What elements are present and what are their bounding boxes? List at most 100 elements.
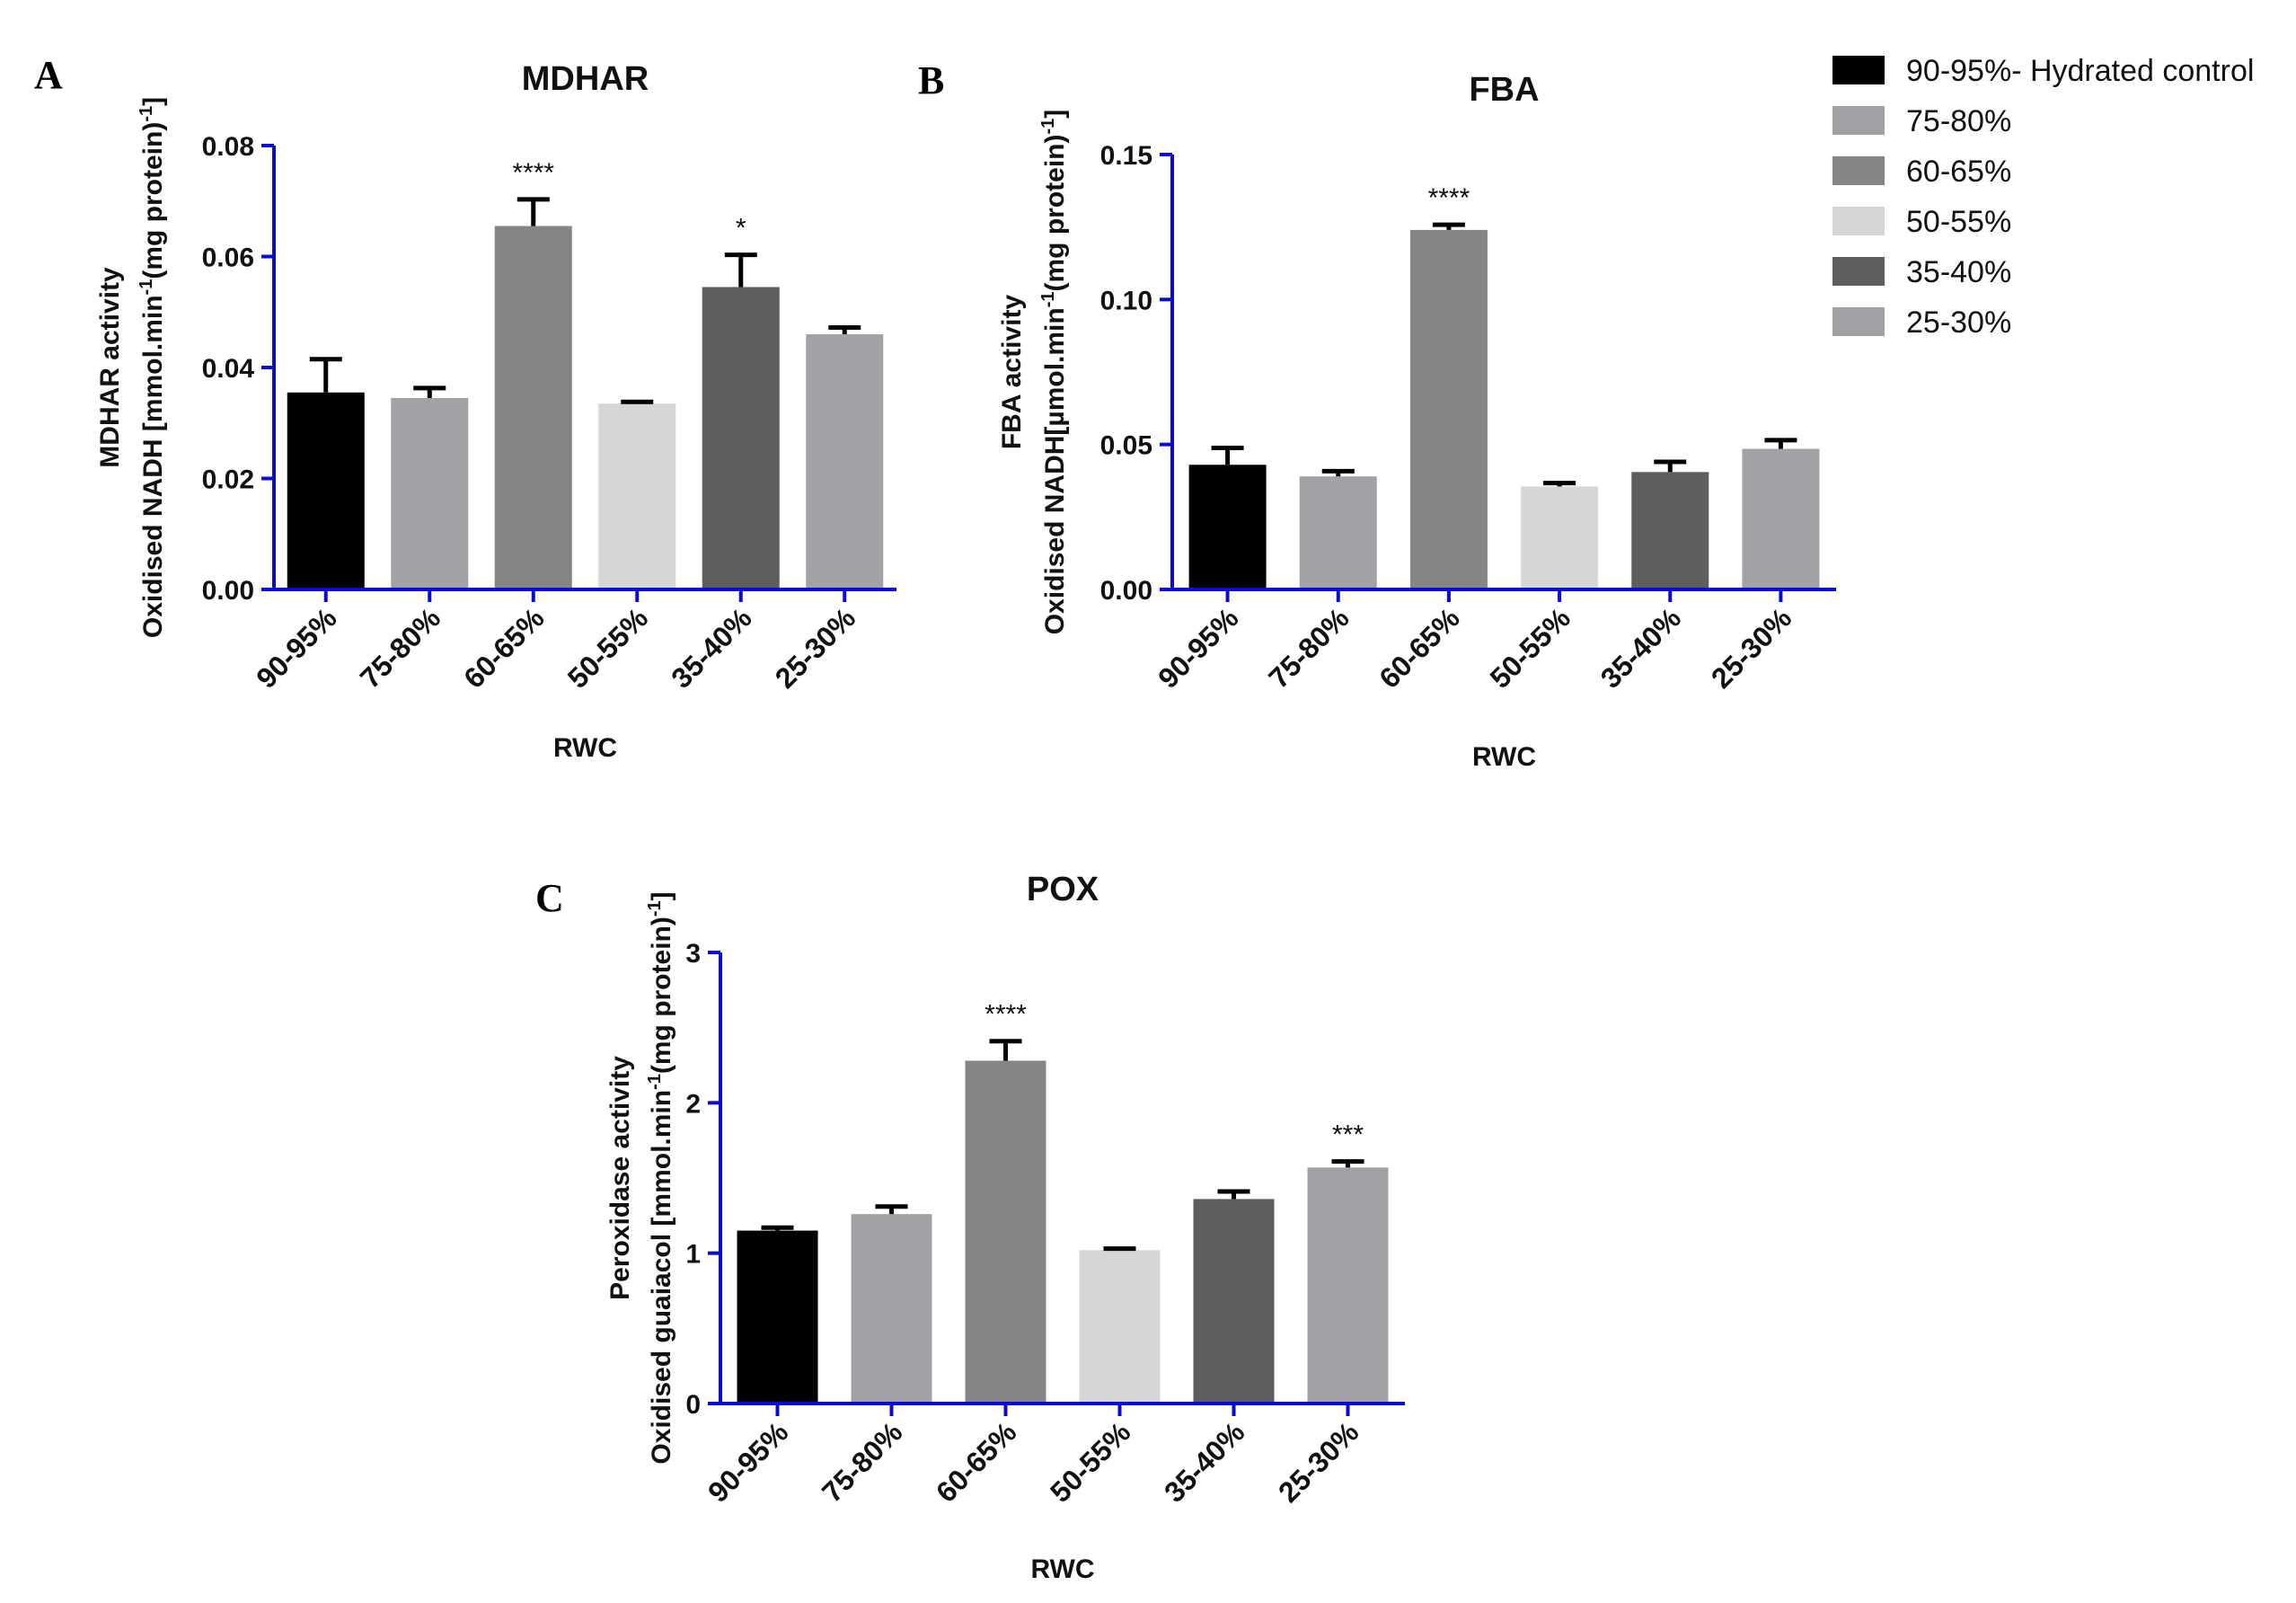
x-tick-label: 90-95%: [250, 601, 342, 694]
y-axis-label-superscript: -1: [1038, 119, 1058, 135]
x-tick-label: 75-80%: [354, 601, 446, 694]
y-tick-label: 1: [685, 1240, 701, 1270]
y-axis-label-part: Oxidised NADH [mmol.min: [138, 295, 168, 638]
legend-label: 50-55%: [1906, 205, 2011, 239]
y-axis-label-part: ]: [1040, 110, 1070, 119]
significance-label: ****: [1428, 183, 1470, 213]
x-axis-label: RWC: [1472, 742, 1536, 772]
y-tick-label: 0.02: [202, 465, 254, 495]
x-tick-label: 50-55%: [1044, 1415, 1136, 1508]
x-tick-label: 90-95%: [1152, 601, 1244, 694]
bar: [598, 403, 676, 589]
chart-title: MDHAR: [522, 60, 649, 98]
x-tick-label: 75-80%: [816, 1415, 908, 1508]
significance-label: ***: [1332, 1120, 1364, 1150]
y-tick-label: 0: [685, 1390, 701, 1420]
y-axis-label-superscript: -1: [645, 1074, 665, 1090]
significance-label: ****: [512, 158, 554, 188]
legend-swatch: [1832, 56, 1885, 84]
x-tick-label: 60-65%: [1373, 601, 1465, 694]
x-tick-label: 25-30%: [769, 601, 861, 694]
x-tick-label: 60-65%: [457, 601, 550, 694]
significance-label: ****: [985, 1000, 1027, 1030]
legend-swatch: [1832, 307, 1885, 336]
bar: [1188, 465, 1267, 589]
legend-label: 60-65%: [1906, 155, 2011, 189]
y-tick-label: 3: [685, 939, 701, 969]
y-tick-label: 0.00: [202, 576, 254, 606]
panel-letter: A: [34, 53, 63, 97]
x-tick-label: 75-80%: [1262, 601, 1355, 694]
bar: [806, 333, 884, 589]
x-tick-label: 35-40%: [665, 601, 757, 694]
y-tick-label: 0.10: [1100, 286, 1152, 315]
bar: [737, 1230, 818, 1404]
bar: [851, 1214, 932, 1404]
y-axis-label-superscript: -1: [1038, 292, 1058, 308]
panel-letter: B: [918, 58, 944, 102]
bar: [965, 1060, 1046, 1404]
y-axis-label-superscript: -1: [645, 900, 665, 917]
x-tick-label: 35-40%: [1594, 601, 1687, 694]
y-tick-label: 0.04: [202, 354, 255, 384]
x-tick-label: 90-95%: [702, 1415, 794, 1508]
bar: [1193, 1199, 1275, 1404]
y-axis-label-line1: Peroxidase activity: [605, 1056, 635, 1300]
x-axis-label: RWC: [1030, 1554, 1094, 1584]
bar: [287, 392, 365, 589]
x-tick-label: 25-30%: [1705, 601, 1797, 694]
legend-swatch: [1832, 106, 1885, 135]
legend-swatch: [1832, 207, 1885, 235]
y-axis-label-part: Oxidised guaiacol [mmol.min: [647, 1090, 676, 1465]
y-axis-label-part: (mg protein): [1040, 135, 1070, 292]
bar: [1307, 1167, 1389, 1404]
legend-swatch: [1832, 156, 1885, 185]
y-tick-label: 0.15: [1100, 141, 1152, 171]
y-tick-label: 0.08: [202, 132, 254, 162]
bar: [1631, 472, 1709, 589]
y-tick-label: 0.06: [202, 244, 254, 273]
y-axis-label-line2: Oxidised guaiacol [mmol.min-1(mg protein…: [645, 891, 676, 1464]
x-tick-label: 50-55%: [1484, 601, 1576, 694]
y-tick-label: 0.00: [1100, 576, 1152, 606]
y-axis-label-part: ]: [138, 97, 168, 106]
bar: [1521, 486, 1599, 589]
bar: [1299, 476, 1377, 589]
x-axis-label: RWC: [553, 733, 617, 763]
y-axis-label-superscript: -1: [137, 279, 156, 296]
bar: [1409, 229, 1488, 590]
bar: [702, 287, 780, 589]
chart-title: FBA: [1469, 71, 1539, 109]
y-axis-label-part: Oxidised NADH[µmol.min: [1040, 307, 1070, 634]
legend-label: 75-80%: [1906, 104, 2011, 138]
legend-label: 25-30%: [1906, 306, 2011, 340]
y-axis-label-part: (mg protein): [138, 122, 168, 279]
y-tick-label: 0.05: [1100, 431, 1152, 461]
y-axis-label-line2: Oxidised NADH[µmol.min-1(mg protein)-1]: [1038, 110, 1070, 635]
panel-letter: C: [535, 876, 564, 920]
x-tick-label: 35-40%: [1158, 1415, 1250, 1508]
x-tick-label: 25-30%: [1272, 1415, 1364, 1508]
y-axis-label-part: ]: [647, 891, 676, 900]
legend-label: 90-95%- Hydrated control: [1906, 54, 2254, 88]
y-axis-label-line1: MDHAR activity: [95, 267, 125, 468]
x-tick-label: 50-55%: [561, 601, 654, 694]
panel-fba: B FBA **** 0.00 0.05 0.10 0.15 90-95% 75-80% 60-6…: [918, 58, 1836, 772]
legend-swatch: [1832, 257, 1885, 286]
y-tick-label: 2: [685, 1089, 701, 1119]
y-axis-label-part: (mg protein): [647, 917, 676, 1074]
y-axis-label-line2: Oxidised NADH [mmol.min-1(mg protein)-1]: [137, 97, 168, 638]
y-axis-label-line1: FBA activity: [997, 295, 1027, 450]
significance-label: *: [736, 214, 746, 244]
bar: [494, 226, 572, 589]
bar: [1742, 448, 1820, 589]
bar: [1079, 1250, 1161, 1404]
x-tick-label: 60-65%: [930, 1415, 1022, 1508]
y-axis-label-superscript: -1: [137, 106, 156, 122]
legend: 90-95%- Hydrated control 75-80% 60-65% 50-5…: [1832, 54, 2254, 340]
legend-label: 35-40%: [1906, 255, 2011, 289]
chart-title: POX: [1027, 871, 1099, 908]
